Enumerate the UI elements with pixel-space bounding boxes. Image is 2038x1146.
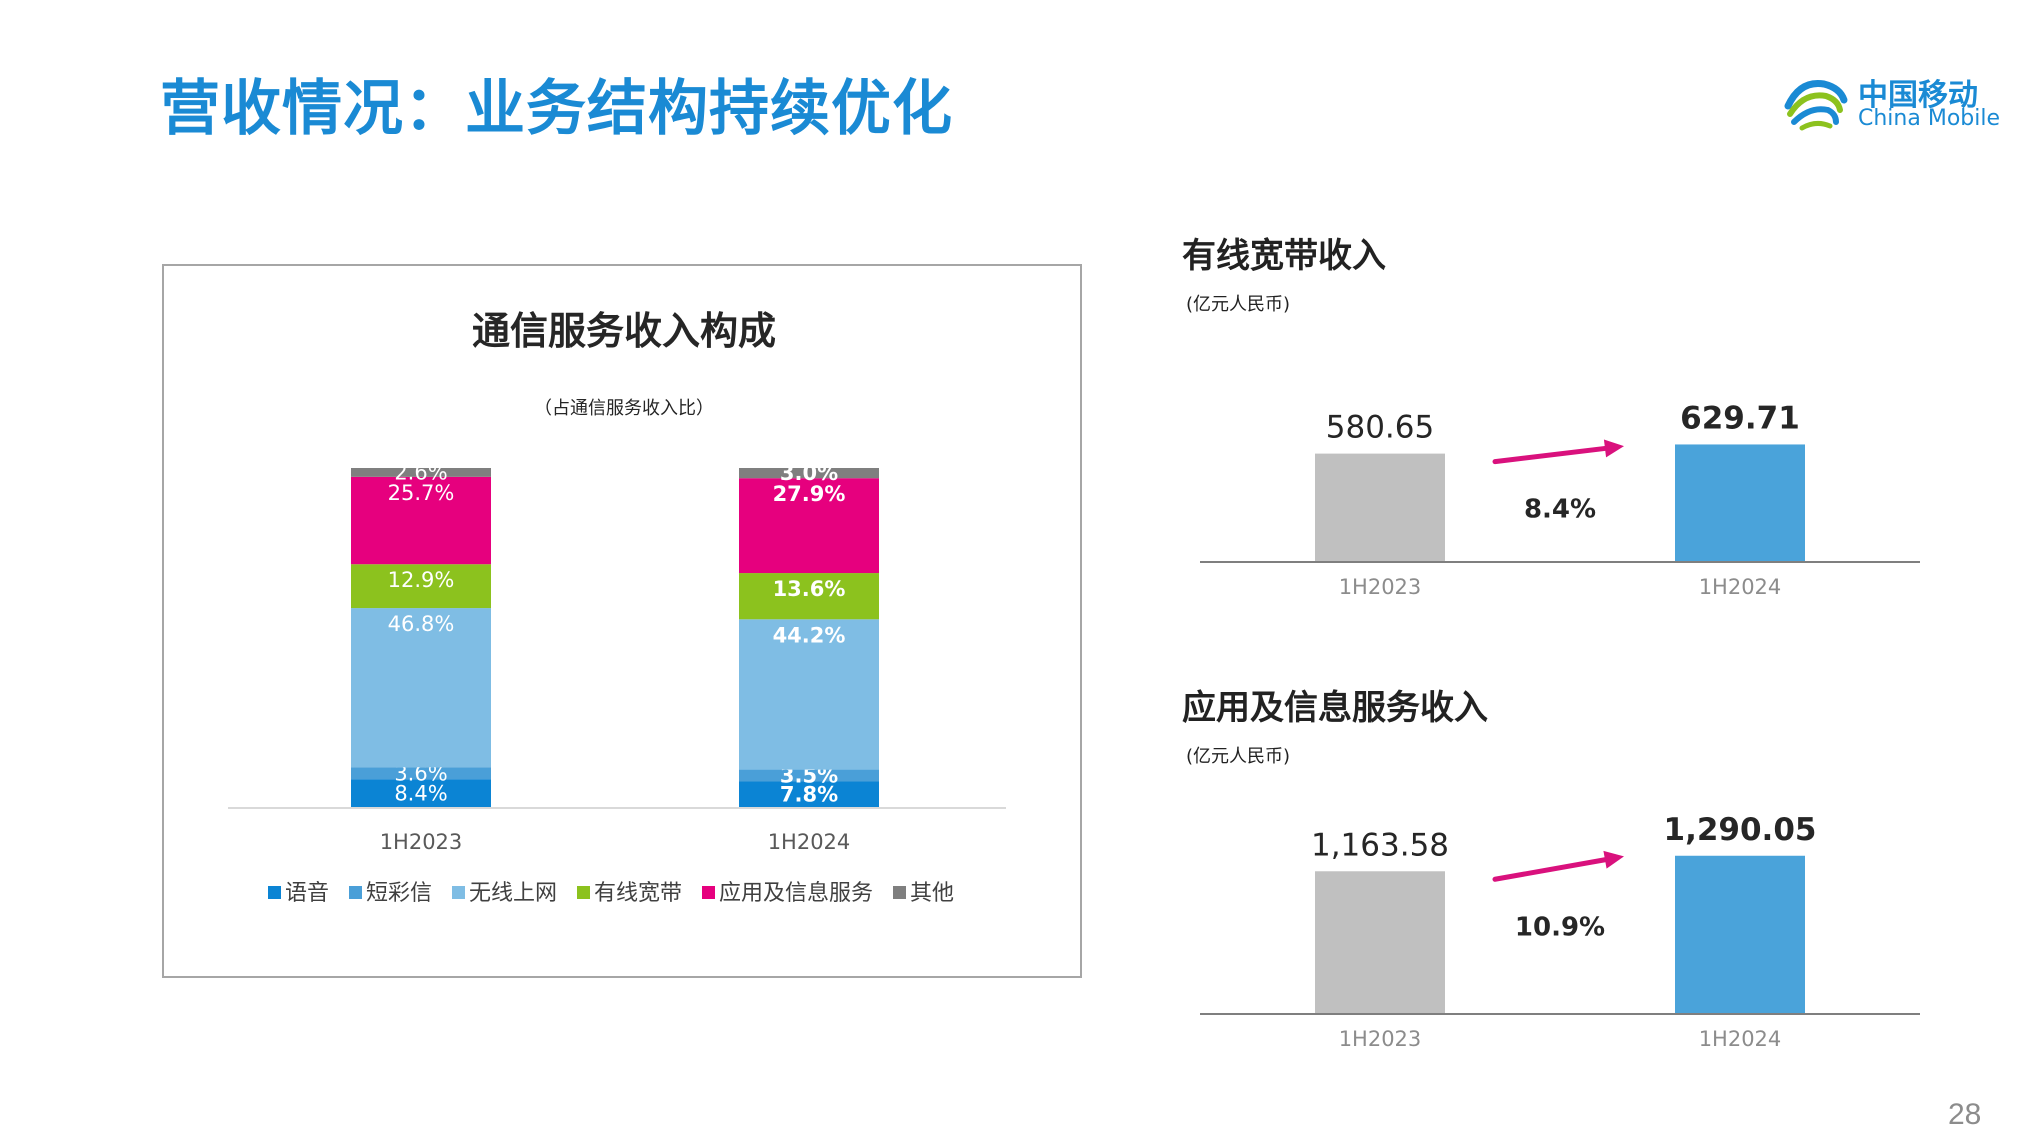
x-tick-label-1H2024: 1H2024 — [1699, 575, 1782, 599]
value-label-1H2023: 580.65 — [1326, 410, 1434, 446]
composition-chart-subtitle: （占通信服务收入比） — [534, 398, 714, 419]
composition-chart-title: 通信服务收入构成 — [472, 309, 776, 353]
bar-1H2024-s5 — [739, 468, 879, 479]
bar-1H2024-s2 — [739, 619, 879, 770]
data-label-1H2024-s3: 13.6% — [773, 577, 846, 601]
app-info-chart: 1,163.58 1H2023 1,290.05 1H2024 10.9% — [1200, 812, 1920, 1051]
page-title: 营收情况：业务结构持续优化 — [160, 74, 953, 144]
data-label-1H2024-s0: 7.8% — [780, 783, 838, 807]
legend-swatch-0 — [268, 886, 281, 899]
legend-label-0: 语音 — [285, 881, 329, 906]
value-label-1H2024: 629.71 — [1680, 400, 1800, 436]
data-label-1H2024-s2: 44.2% — [773, 623, 846, 647]
legend-label-5: 其他 — [910, 881, 954, 906]
growth-arrow-icon — [1492, 850, 1624, 882]
value-label-1H2024: 1,290.05 — [1664, 812, 1817, 848]
growth-arrow-icon — [1492, 439, 1624, 465]
bar-1H2023-s1 — [351, 767, 491, 780]
bar-1H2024-s0 — [739, 781, 879, 808]
legend-swatch-2 — [452, 886, 465, 899]
bar-1H2024-s4 — [739, 478, 879, 574]
legend-swatch-5 — [893, 886, 906, 899]
logo-text-en: China Mobile — [1858, 106, 2001, 131]
app-info-unit: (亿元人民币) — [1186, 746, 1291, 767]
bar-1H2023-s2 — [351, 608, 491, 768]
legend-label-3: 有线宽带 — [594, 881, 682, 906]
bar-1H2024 — [1675, 855, 1805, 1014]
x-tick-label-1H2024: 1H2024 — [768, 830, 851, 854]
x-tick-label-1H2023: 1H2023 — [1339, 1027, 1422, 1051]
legend-label-1: 短彩信 — [366, 881, 432, 906]
china-mobile-swirl-icon — [1784, 79, 1848, 131]
bar-1H2024-s3 — [739, 573, 879, 620]
bar-1H2024-s1 — [739, 769, 879, 782]
x-tick-label-1H2023: 1H2023 — [1339, 575, 1422, 599]
composition-chart-frame — [162, 264, 1082, 978]
x-tick-label-1H2024: 1H2024 — [1699, 1027, 1782, 1051]
data-label-1H2023-s5: 2.6% — [394, 460, 447, 484]
legend-label-4: 应用及信息服务 — [719, 881, 873, 906]
bar-1H2023-s4 — [351, 476, 491, 565]
logo-text-cn: 中国移动 — [1858, 78, 1978, 113]
bar-1H2024 — [1675, 444, 1805, 562]
data-label-1H2023-s2: 46.8% — [388, 612, 455, 636]
data-label-1H2023-s4: 25.7% — [388, 481, 455, 505]
legend-swatch-1 — [349, 886, 362, 899]
composition-x-labels: 1H2023 1H2024 — [380, 830, 851, 854]
legend-swatch-4 — [702, 886, 715, 899]
bar-1H2023 — [1315, 871, 1445, 1014]
growth-label: 10.9% — [1515, 912, 1605, 942]
broadband-unit: (亿元人民币) — [1186, 294, 1291, 315]
data-label-1H2024-s5: 3.0% — [780, 461, 838, 485]
app-info-title: 应用及信息服务收入 — [1182, 688, 1488, 728]
composition-chart: 通信服务收入构成 （占通信服务收入比） 8.4%3.6%46.8%12.9%25… — [228, 309, 1006, 906]
legend-label-2: 无线上网 — [469, 881, 557, 906]
bar-1H2023-s3 — [351, 564, 491, 609]
page-number: 28 — [1948, 1098, 1982, 1131]
bar-1H2023-s5 — [351, 468, 491, 477]
broadband-title: 有线宽带收入 — [1182, 236, 1386, 276]
x-tick-label-1H2023: 1H2023 — [380, 830, 463, 854]
composition-legend: 语音 短彩信 无线上网 有线宽带 应用及信息服务 其他 — [268, 881, 954, 906]
data-label-1H2024-s4: 27.9% — [773, 482, 846, 506]
data-label-1H2023-s0: 8.4% — [394, 782, 447, 806]
composition-bars: 8.4%3.6%46.8%12.9%25.7%2.6%7.8%3.5%44.2%… — [351, 460, 879, 808]
growth-label: 8.4% — [1524, 495, 1596, 525]
legend-swatch-3 — [577, 886, 590, 899]
value-label-1H2023: 1,163.58 — [1311, 827, 1449, 863]
bar-1H2023-s0 — [351, 779, 491, 808]
data-label-1H2023-s3: 12.9% — [388, 568, 455, 592]
china-mobile-logo: 中国移动 China Mobile — [1780, 66, 2000, 138]
broadband-chart: 580.65 1H2023 629.71 1H2024 8.4% — [1200, 400, 1920, 599]
bar-1H2023 — [1315, 453, 1445, 562]
